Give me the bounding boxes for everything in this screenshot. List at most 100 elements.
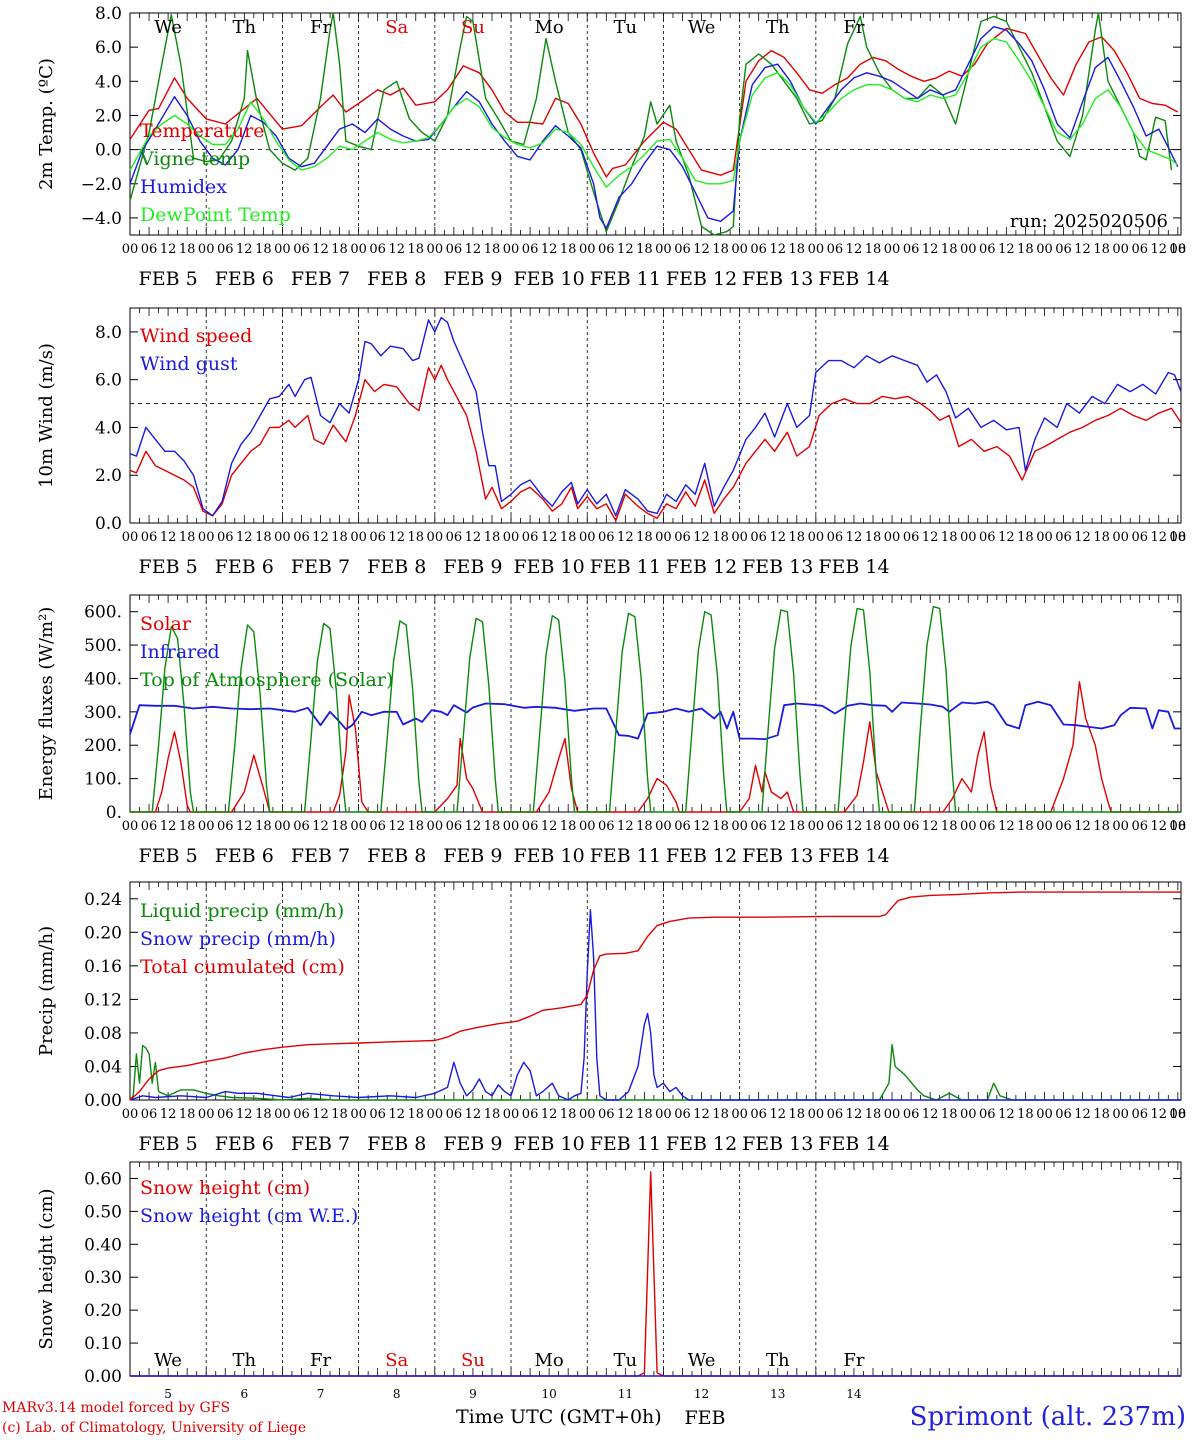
date-label: FEB 13 (742, 1133, 813, 1155)
y-tick-label: 0.00 (84, 1091, 122, 1111)
hour-tick-label: 06 (979, 530, 996, 545)
legend-entry: Solar (140, 613, 192, 635)
date-label: FEB 12 (666, 268, 737, 290)
hour-tick-label: 06 (750, 1107, 767, 1122)
series-line (129, 364, 1182, 522)
hour-tick-label: 06 (446, 242, 463, 257)
hour-tick-label: 00 (427, 242, 444, 257)
weekday-label: Fr (843, 17, 864, 38)
y-tick-label: 0.00 (84, 1367, 122, 1387)
hour-tick-label: 12 (998, 530, 1015, 545)
hour-tick-label: 00 (427, 819, 444, 834)
hour-tick-label: 12 (693, 242, 710, 257)
hour-tick-label: 18 (407, 530, 424, 545)
hour-tick-label: 18 (636, 1107, 653, 1122)
y-axis-title: Energy fluxes (W/m²) (36, 607, 57, 801)
hour-tick-label: 06 (827, 819, 844, 834)
hour-tick-label: 18 (1017, 242, 1034, 257)
hour-tick-label: 12 (465, 242, 482, 257)
hour-tick-label: 18 (789, 242, 806, 257)
model-credit: MARv3.14 model forced by GFS (2, 1400, 231, 1416)
hour-tick-label: 00 (122, 1107, 139, 1122)
hour-tick-label: 00 (350, 1107, 367, 1122)
date-label: FEB 9 (443, 268, 502, 290)
date-label: FEB 10 (514, 556, 585, 578)
day-number-label: 10 (541, 1387, 556, 1401)
hour-tick-label: 00 (427, 1107, 444, 1122)
hour-tick-label: 06 (446, 819, 463, 834)
hour-tick-label: 12 (541, 242, 558, 257)
date-label: FEB 9 (443, 556, 502, 578)
hour-tick-label: 00 (655, 530, 672, 545)
hour-tick-label: 12 (617, 819, 634, 834)
hour-tick-label: 06 (522, 819, 539, 834)
hour-tick-label: 18 (179, 242, 196, 257)
hour-tick-label: 18 (484, 242, 501, 257)
hour-tick-label: 06 (141, 819, 158, 834)
y-tick-label: 0.50 (84, 1202, 122, 1222)
hour-tick-label: 06 (369, 819, 386, 834)
hour-tick-label: 12 (998, 242, 1015, 257)
time-ticks (129, 1162, 1179, 1376)
y-tick-label: 200. (84, 736, 122, 756)
y-axis-title: Snow height (cm) (36, 1188, 57, 1349)
day-number-label: 14 (846, 1387, 862, 1401)
hour-tick-label: 00 (122, 530, 139, 545)
date-label: FEB 14 (818, 1133, 889, 1155)
hour-tick-label: 12 (617, 242, 634, 257)
time-ticks (129, 308, 1179, 523)
hour-tick-label: 06 (446, 530, 463, 545)
hour-tick-label: 00 (960, 242, 977, 257)
hour-tick-label: 06 (141, 242, 158, 257)
hour-tick-label: 18 (407, 1107, 424, 1122)
date-label: FEB 13 (742, 268, 813, 290)
date-label: FEB 8 (367, 556, 426, 578)
y-tick-label: 0.24 (84, 890, 122, 910)
hour-tick-label: 18 (1093, 242, 1110, 257)
panel-frame (129, 12, 1182, 236)
day-number-label: 5 (164, 1387, 172, 1401)
hour-tick-label: 12 (312, 530, 329, 545)
date-label: FEB 5 (139, 556, 198, 578)
hour-tick-label: 00 (198, 530, 215, 545)
hour-tick-label: 18 (255, 242, 272, 257)
hour-tick-label: 00 (350, 242, 367, 257)
y-tick-label: 0.20 (84, 1301, 122, 1321)
hour-tick-label: 18 (1170, 819, 1187, 834)
hour-tick-label: 18 (1017, 819, 1034, 834)
date-label: FEB 12 (666, 845, 737, 867)
weekday-label: We (154, 17, 182, 38)
hour-tick-label: 12 (846, 530, 863, 545)
legend-entry: Vigne temp (139, 148, 250, 170)
hour-tick-label: 00 (503, 1107, 520, 1122)
y-tick-label: 2.0 (95, 106, 122, 126)
hour-tick-label: 00 (274, 530, 291, 545)
hour-tick-label: 12 (922, 530, 939, 545)
y-tick-label: 0. (106, 803, 122, 823)
hour-tick-label: 18 (331, 1107, 348, 1122)
weekday-label: Th (766, 17, 790, 38)
day-number-label: 7 (317, 1387, 325, 1401)
date-label: FEB 12 (666, 1133, 737, 1155)
hour-tick-label: 06 (522, 530, 539, 545)
weekday-label: Sa (385, 17, 408, 38)
hour-tick-label: 06 (293, 242, 310, 257)
hour-tick-label: 18 (712, 819, 729, 834)
date-label: FEB 7 (291, 268, 350, 290)
hour-tick-label: 00 (503, 530, 520, 545)
hour-tick-label: 06 (598, 1107, 615, 1122)
weekday-label: Th (233, 1350, 257, 1371)
hour-tick-label: 06 (903, 819, 920, 834)
hour-tick-label: 00 (579, 530, 596, 545)
hour-tick-label: 18 (712, 242, 729, 257)
hour-tick-label: 12 (388, 242, 405, 257)
y-tick-label: −4.0 (81, 209, 122, 229)
hour-tick-label: 12 (465, 819, 482, 834)
hour-tick-label: 18 (255, 819, 272, 834)
hour-tick-label: 18 (789, 1107, 806, 1122)
hour-tick-label: 00 (503, 242, 520, 257)
hour-tick-label: 00 (884, 242, 901, 257)
hour-tick-label: 00 (655, 242, 672, 257)
hour-tick-label: 18 (484, 1107, 501, 1122)
weekday-label: Fr (843, 1350, 864, 1371)
